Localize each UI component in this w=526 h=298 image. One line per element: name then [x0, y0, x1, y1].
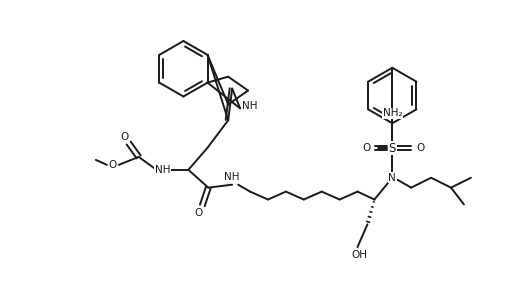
Text: O: O	[109, 160, 117, 170]
Text: O: O	[362, 143, 371, 153]
Text: NH: NH	[242, 101, 258, 111]
Text: NH₂: NH₂	[382, 108, 402, 118]
Text: NH: NH	[155, 165, 170, 175]
Text: N: N	[388, 173, 396, 183]
Text: O: O	[120, 132, 129, 142]
Text: NH: NH	[225, 172, 240, 182]
Text: OH: OH	[351, 250, 368, 260]
Text: O: O	[416, 143, 424, 153]
Text: O: O	[194, 208, 203, 218]
Text: S: S	[389, 142, 396, 154]
